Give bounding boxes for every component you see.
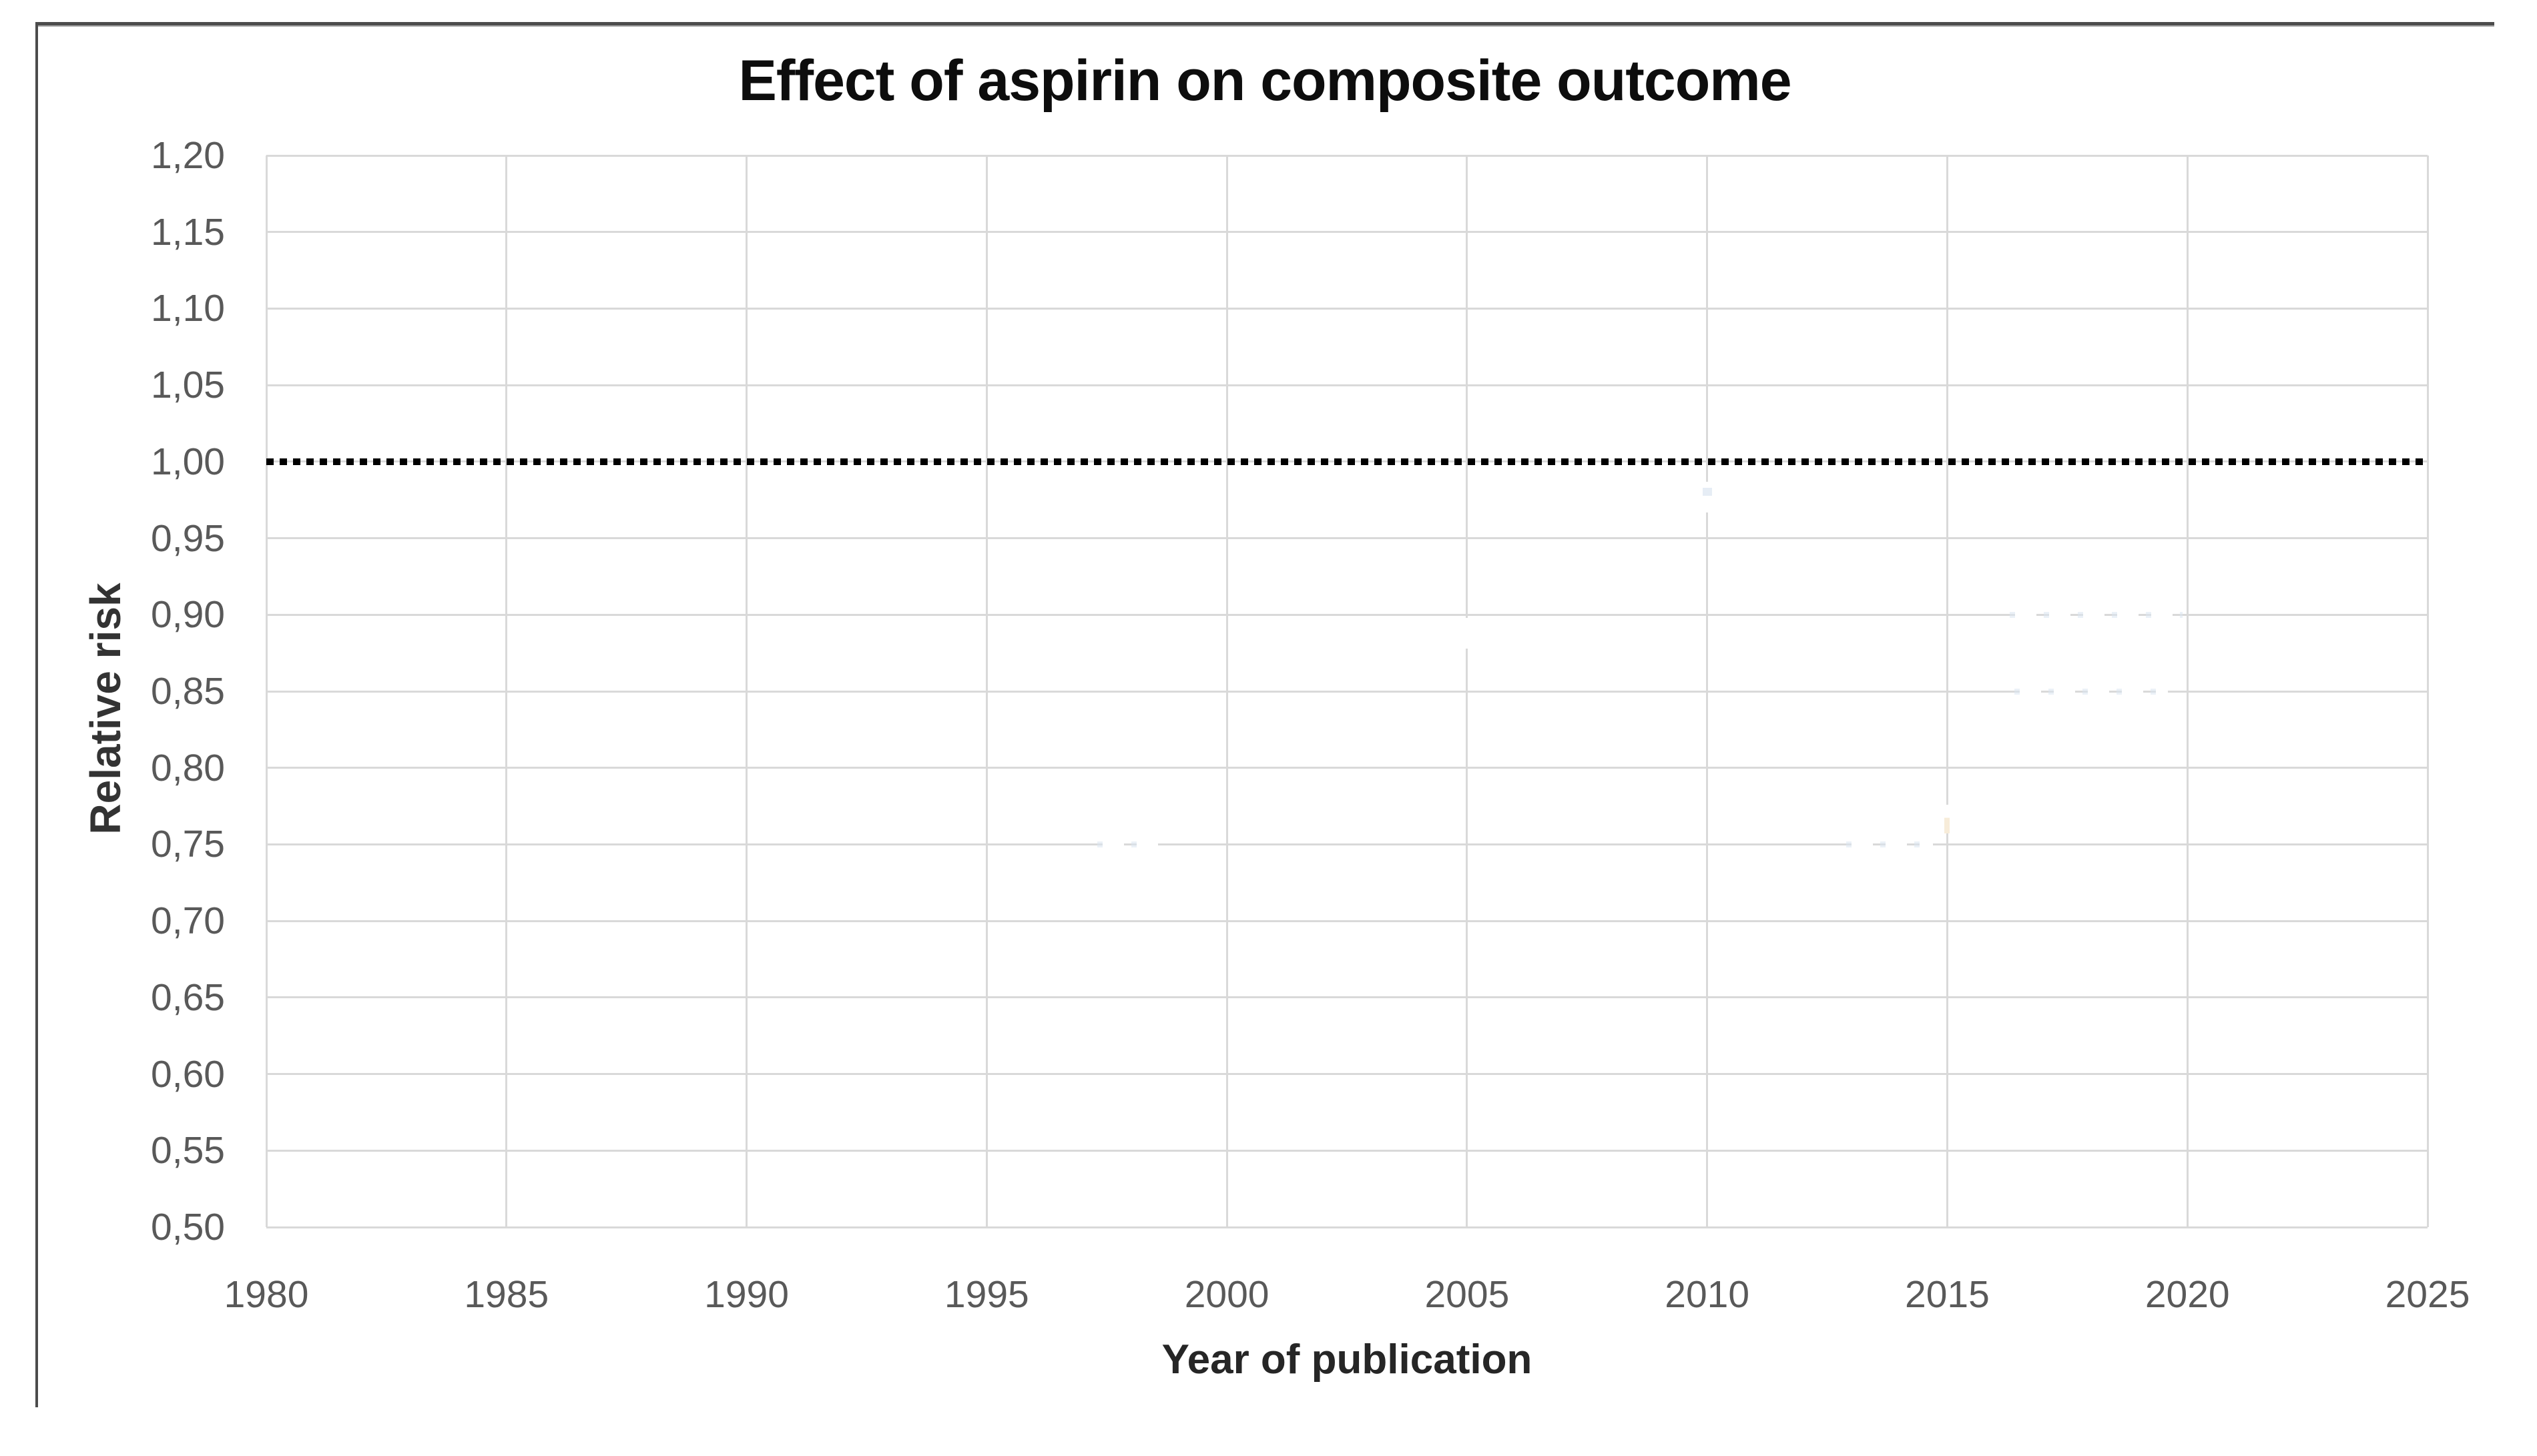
y-tick-label-0,70: 0,70 (151, 899, 225, 943)
y-tick-label-0,85: 0,85 (151, 670, 225, 713)
x-tick-label-2000: 2000 (1184, 1273, 1270, 1316)
y-tick-label-1,15: 1,15 (151, 210, 225, 254)
gridline-rr-0,60 (266, 1073, 2428, 1076)
x-tick-label-2025: 2025 (2385, 1273, 2470, 1316)
gridline-rr-0,90 (266, 613, 2428, 616)
reference-line-rr-1-00 (266, 458, 2428, 465)
gridline-rr-0,55 (266, 1149, 2428, 1152)
y-tick-label-0,95: 0,95 (151, 516, 225, 560)
x-tick-label-1990: 1990 (704, 1273, 789, 1316)
gridline-rr-1,10 (266, 307, 2428, 310)
gridline-rr-0,80 (266, 767, 2428, 769)
frame-border-left (35, 22, 38, 1407)
y-tick-label-0,50: 0,50 (151, 1206, 225, 1248)
artifact-dash-row-2 (2009, 611, 2183, 618)
artifact-dash-row-3 (2014, 688, 2169, 695)
x-tick-label-2015: 2015 (1905, 1273, 1990, 1316)
chart-title: Effect of aspirin on composite outcome (738, 49, 1791, 113)
gridline-year-2025 (2426, 155, 2429, 1227)
x-tick-label-2020: 2020 (2145, 1273, 2230, 1316)
gridline-rr-1,20 (266, 154, 2428, 157)
gridline-rr-0,70 (266, 920, 2428, 922)
y-tick-label-0,90: 0,90 (151, 593, 225, 637)
gridline-rr-0,75 (266, 843, 2428, 845)
y-tick-label-0,75: 0,75 (151, 823, 225, 866)
artifact-dash-row-4 (1097, 841, 1165, 847)
y-tick-label-1,05: 1,05 (151, 364, 225, 407)
y-tick-label-0,65: 0,65 (151, 976, 225, 1019)
y-tick-label-1,10: 1,10 (151, 287, 225, 330)
y-tick-label-0,60: 0,60 (151, 1052, 225, 1096)
artifact-dash-row-5 (1846, 841, 1933, 847)
x-tick-label-2005: 2005 (1424, 1273, 1510, 1316)
artifact-tint-dash-1 (1702, 487, 1712, 496)
gridline-rr-1,15 (266, 231, 2428, 234)
artifact-label-gap-1 (1701, 481, 1713, 512)
y-tick-label-0,80: 0,80 (151, 746, 225, 789)
x-tick-label-1980: 1980 (224, 1273, 309, 1316)
x-tick-label-1995: 1995 (944, 1273, 1029, 1316)
artifact-tick-gap-6 (1944, 804, 1950, 834)
gridline-rr-0,85 (266, 690, 2428, 693)
frame-border-top-shadow (35, 25, 2494, 27)
gridline-rr-0,65 (266, 996, 2428, 999)
x-tick-label-1985: 1985 (464, 1273, 549, 1316)
x-tick-label-2010: 2010 (1665, 1273, 1750, 1316)
frame-border-top (35, 22, 2494, 25)
gridline-rr-0,95 (266, 537, 2428, 540)
gridline-rr-1,05 (266, 384, 2428, 386)
y-tick-label-1,20: 1,20 (151, 134, 225, 177)
y-tick-label-0,55: 0,55 (151, 1129, 225, 1172)
gridline-rr-0,50 (266, 1226, 2428, 1228)
artifact-label-gap-0 (1460, 617, 1473, 649)
y-tick-label-1,00: 1,00 (151, 440, 225, 483)
x-axis-title: Year of publication (1161, 1337, 1532, 1383)
